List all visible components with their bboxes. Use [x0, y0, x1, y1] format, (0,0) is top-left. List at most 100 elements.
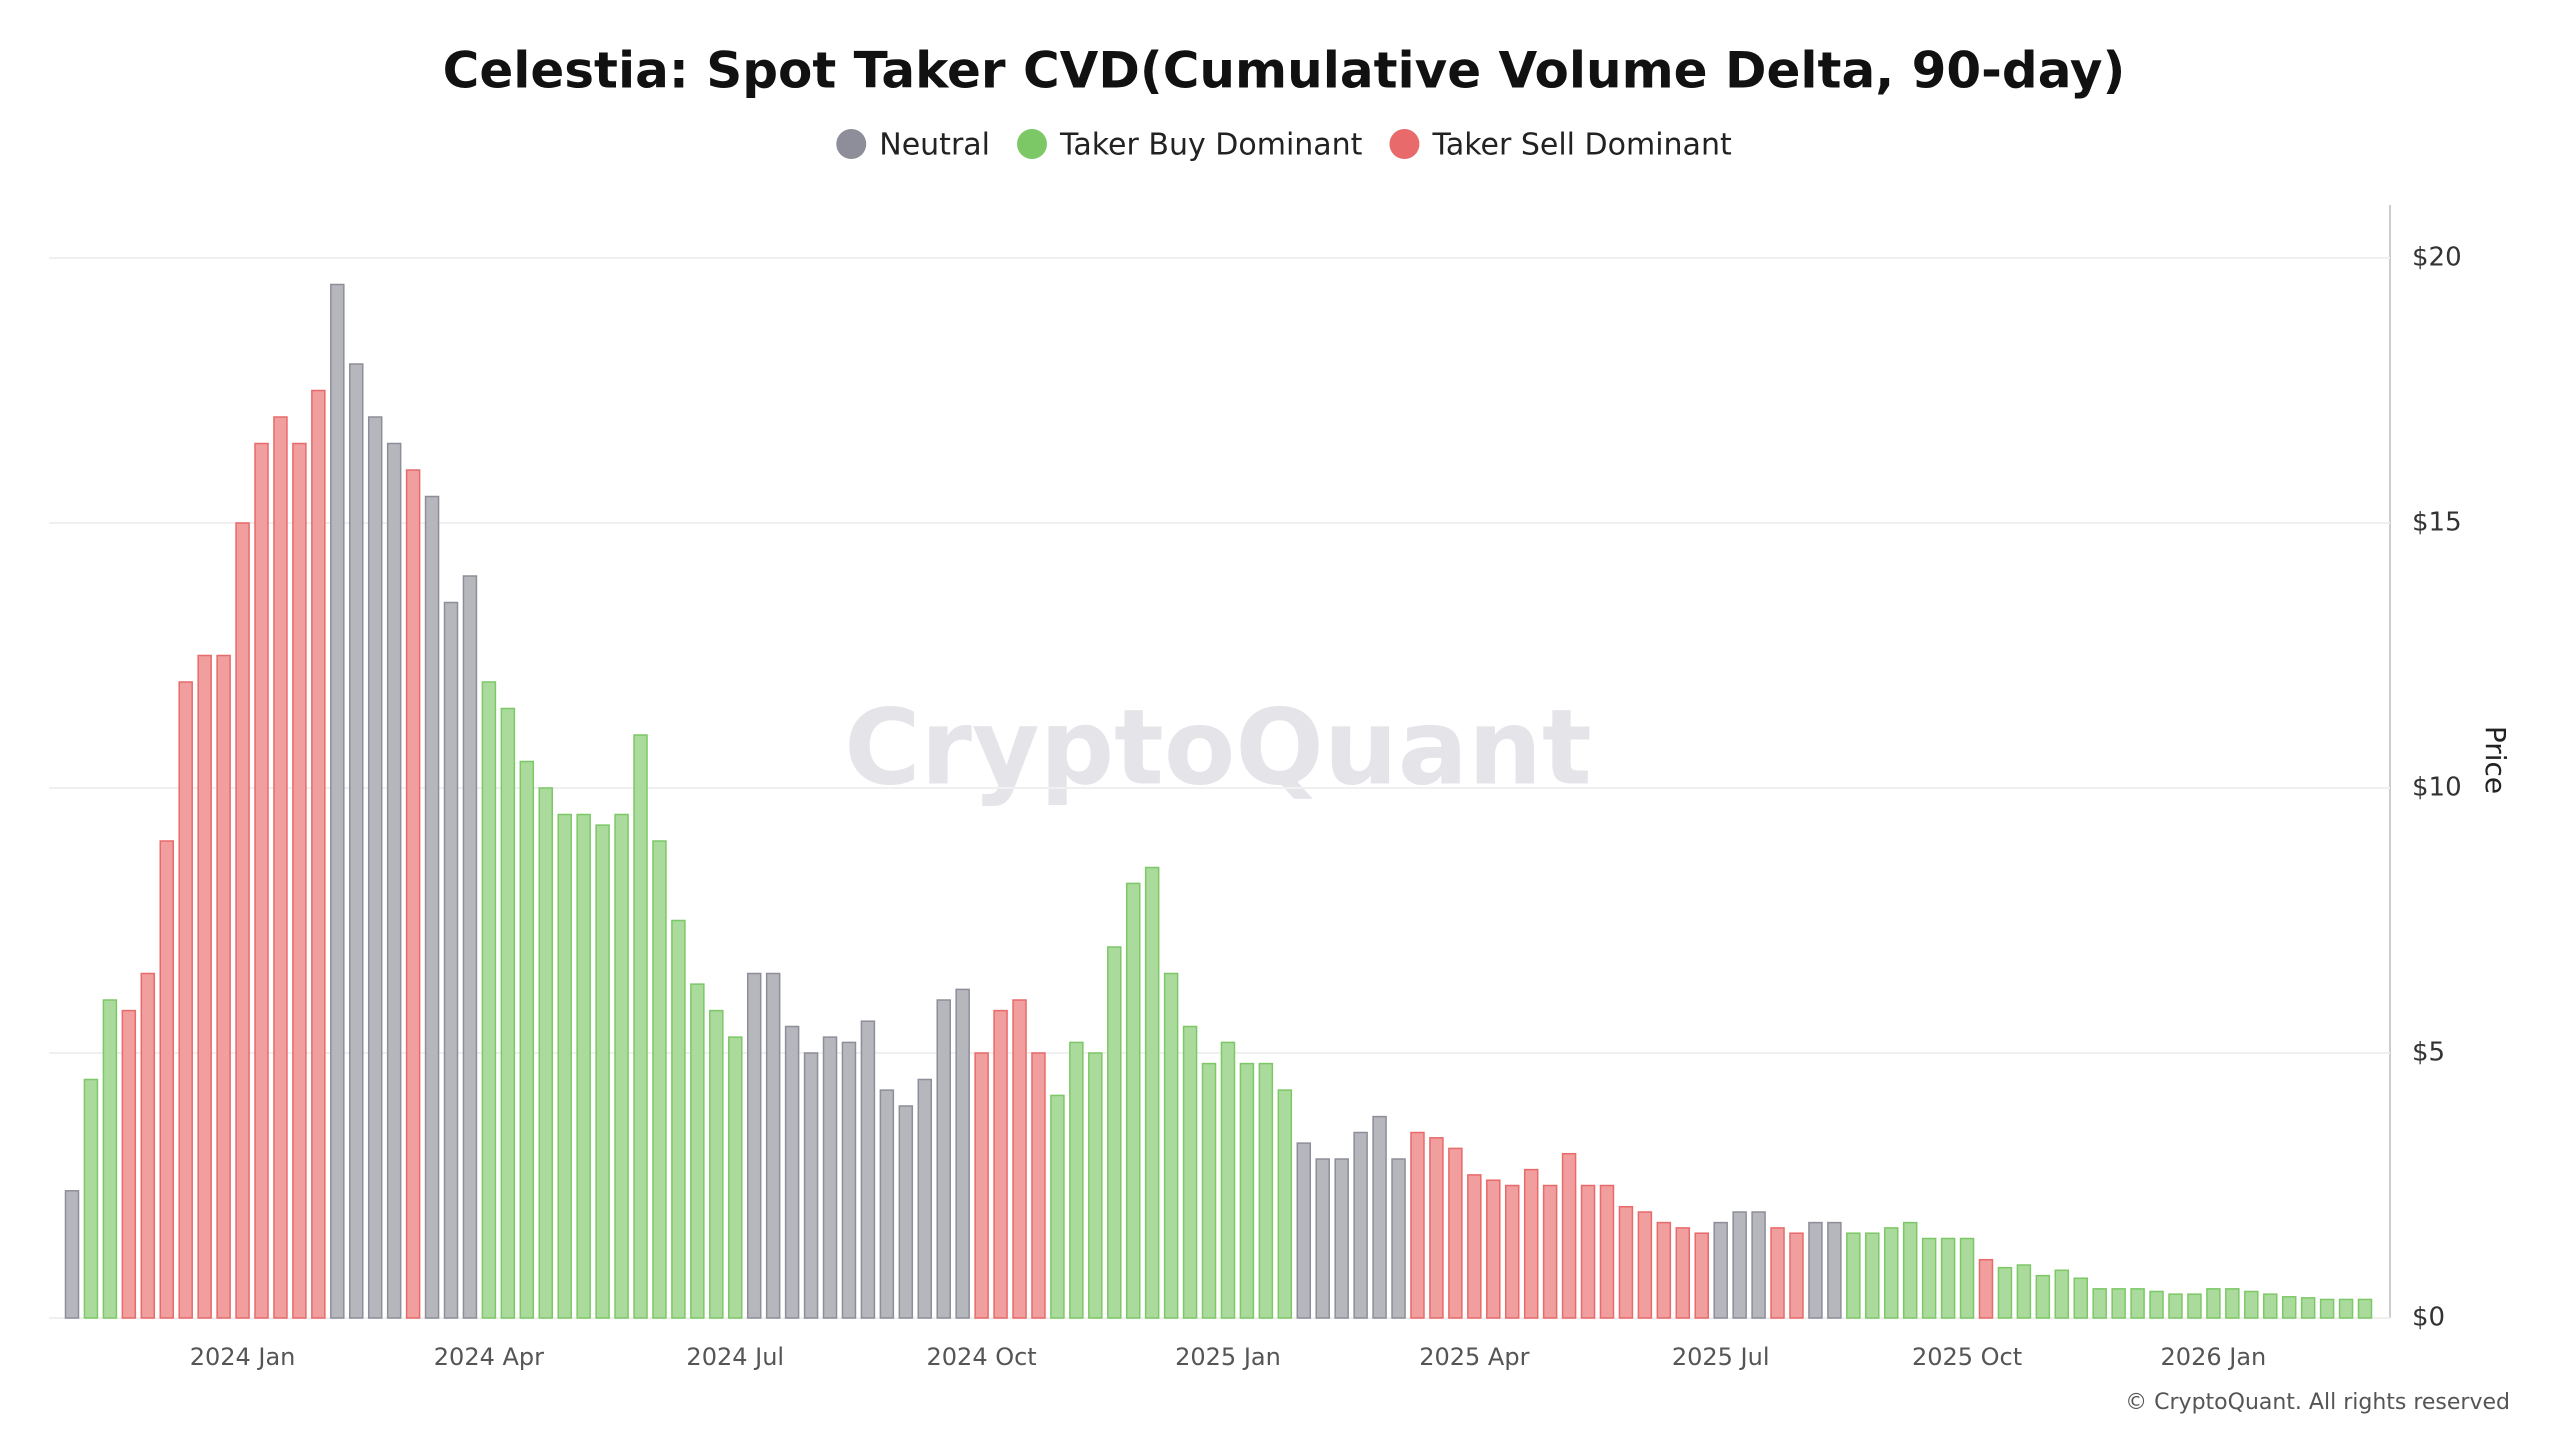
bar — [2073, 1277, 2088, 1319]
bar — [121, 1009, 137, 1319]
bar — [2149, 1290, 2164, 1319]
bar — [690, 983, 705, 1319]
bar — [1031, 1052, 1046, 1319]
bar — [1808, 1221, 1823, 1319]
legend-item: Neutral — [836, 128, 990, 163]
bar — [1315, 1158, 1330, 1319]
bar — [1353, 1131, 1368, 1319]
bar — [292, 442, 307, 1319]
bar — [2168, 1293, 2183, 1319]
bar — [728, 1036, 743, 1319]
bar — [1410, 1131, 1425, 1319]
x-tick-label: 2025 Jul — [1672, 1343, 1770, 1371]
bar — [1334, 1158, 1349, 1319]
bar — [652, 840, 667, 1319]
bar — [993, 1009, 1008, 1319]
bar — [841, 1041, 857, 1319]
bar — [1542, 1184, 1558, 1319]
bar — [1429, 1137, 1444, 1319]
bar — [330, 283, 345, 1319]
y-tick-label: $20 — [2412, 243, 2462, 273]
chart-title: Celestia: Spot Taker CVD(Cumulative Volu… — [443, 42, 2126, 100]
bar — [1201, 1062, 1217, 1319]
bar — [64, 1190, 80, 1319]
bar — [709, 1009, 724, 1319]
bar — [2111, 1288, 2126, 1319]
legend-item: Taker Buy Dominant — [1017, 128, 1363, 163]
bar — [2035, 1274, 2051, 1319]
x-tick-label: 2025 Jan — [1175, 1343, 1281, 1371]
bar — [1694, 1232, 1709, 1319]
bar — [576, 813, 591, 1319]
bar — [1391, 1158, 1406, 1319]
bar — [1959, 1237, 1975, 1319]
x-tick-label: 2024 Jan — [190, 1343, 296, 1371]
bar — [349, 363, 364, 1319]
bar — [974, 1052, 989, 1319]
bar — [83, 1078, 99, 1319]
bar — [405, 469, 421, 1319]
bar — [1865, 1232, 1880, 1319]
legend-label: Taker Sell Dominant — [1431, 128, 1732, 163]
bar — [1258, 1062, 1274, 1319]
bar — [1827, 1221, 1842, 1319]
bar — [2319, 1298, 2335, 1319]
bar — [462, 575, 478, 1319]
x-tick-label: 2025 Oct — [1912, 1343, 2022, 1371]
bar — [159, 840, 175, 1319]
bar — [1846, 1232, 1861, 1319]
bar — [1921, 1237, 1937, 1319]
bar — [1448, 1147, 1463, 1319]
x-tick-label: 2025 Apr — [1419, 1343, 1529, 1371]
bar — [2281, 1296, 2297, 1319]
bar — [481, 681, 497, 1319]
legend: Neutral Taker Buy Dominant Taker Sell Domi… — [836, 128, 1732, 163]
bar — [2206, 1288, 2221, 1319]
copyright: © CryptoQuant. All rights reserved — [2125, 1390, 2510, 1415]
bar — [367, 416, 383, 1319]
bar — [311, 389, 326, 1319]
y-axis-label: Price — [2479, 726, 2512, 794]
y-tick-label: $0 — [2412, 1303, 2445, 1333]
bar — [557, 813, 572, 1319]
bar — [2338, 1298, 2354, 1319]
x-tick-label: 2024 Apr — [434, 1343, 544, 1371]
bar — [2357, 1298, 2373, 1319]
bar — [633, 734, 648, 1319]
bar — [178, 681, 193, 1319]
x-tick-label: 2026 Jan — [2161, 1343, 2267, 1371]
bar — [2262, 1293, 2278, 1319]
bar — [1713, 1221, 1728, 1319]
bar — [216, 654, 231, 1319]
legend-swatch — [1017, 129, 1047, 159]
bar — [765, 972, 781, 1319]
y-tick-label: $15 — [2412, 508, 2462, 538]
y-tick-label: $5 — [2412, 1038, 2445, 1068]
bar — [386, 442, 402, 1319]
bars — [64, 283, 2373, 1319]
bar — [1069, 1041, 1084, 1319]
bar — [1220, 1041, 1236, 1319]
bar — [1182, 1025, 1198, 1319]
bar — [595, 824, 610, 1319]
bar — [1372, 1115, 1387, 1319]
legend-swatch — [836, 129, 867, 159]
bar — [1523, 1168, 1539, 1319]
bar — [1637, 1211, 1653, 1319]
bar — [614, 813, 629, 1319]
bar — [1277, 1089, 1293, 1319]
bar — [1239, 1062, 1255, 1319]
bar — [784, 1025, 800, 1319]
bar — [1675, 1227, 1691, 1319]
bar — [803, 1052, 819, 1319]
bar — [1883, 1227, 1899, 1319]
bar — [2225, 1288, 2240, 1319]
bar — [1978, 1258, 1994, 1319]
bar — [1561, 1152, 1577, 1319]
bar — [1656, 1221, 1672, 1319]
bar — [1125, 882, 1141, 1319]
bar — [1599, 1184, 1615, 1319]
bar — [1770, 1227, 1785, 1319]
bar — [2300, 1297, 2316, 1319]
bar — [2092, 1288, 2107, 1319]
